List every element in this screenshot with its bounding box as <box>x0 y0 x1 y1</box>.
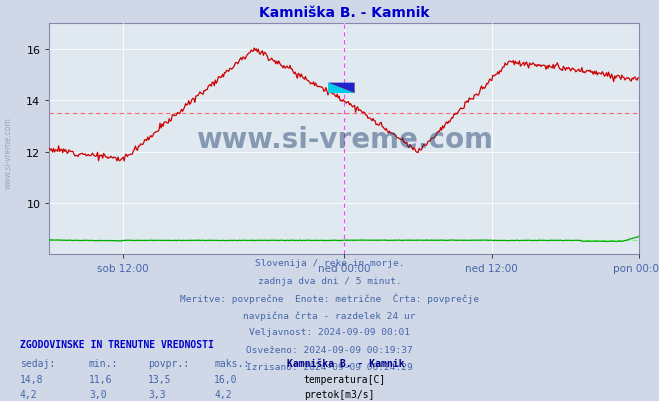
Text: Slovenija / reke in morje.: Slovenija / reke in morje. <box>255 259 404 267</box>
Text: 4,2: 4,2 <box>214 389 232 399</box>
Text: Izrisano: 2024-09-09 00:24:29: Izrisano: 2024-09-09 00:24:29 <box>246 362 413 371</box>
Text: www.si-vreme.com: www.si-vreme.com <box>3 117 13 188</box>
Text: navpična črta - razdelek 24 ur: navpična črta - razdelek 24 ur <box>243 310 416 320</box>
Text: 11,6: 11,6 <box>89 374 113 384</box>
Text: min.:: min.: <box>89 358 119 368</box>
Text: zadnja dva dni / 5 minut.: zadnja dva dni / 5 minut. <box>258 276 401 285</box>
Text: 16,0: 16,0 <box>214 374 238 384</box>
Polygon shape <box>328 83 355 94</box>
Text: maks.:: maks.: <box>214 358 249 368</box>
Text: povpr.:: povpr.: <box>148 358 189 368</box>
Text: 14,8: 14,8 <box>20 374 43 384</box>
Text: Meritve: povprečne  Enote: metrične  Črta: povprečje: Meritve: povprečne Enote: metrične Črta:… <box>180 293 479 304</box>
Text: Kamniška B. - Kamnik: Kamniška B. - Kamnik <box>287 358 404 368</box>
Text: Osveženo: 2024-09-09 00:19:37: Osveženo: 2024-09-09 00:19:37 <box>246 345 413 354</box>
Text: 13,5: 13,5 <box>148 374 172 384</box>
Text: ZGODOVINSKE IN TRENUTNE VREDNOSTI: ZGODOVINSKE IN TRENUTNE VREDNOSTI <box>20 339 214 349</box>
Text: temperatura[C]: temperatura[C] <box>304 374 386 384</box>
Title: Kamniška B. - Kamnik: Kamniška B. - Kamnik <box>259 6 430 20</box>
Bar <box>328 83 355 94</box>
Text: sedaj:: sedaj: <box>20 358 55 368</box>
Text: 3,0: 3,0 <box>89 389 107 399</box>
Polygon shape <box>328 83 355 94</box>
Text: 4,2: 4,2 <box>20 389 38 399</box>
Text: pretok[m3/s]: pretok[m3/s] <box>304 389 374 399</box>
Text: www.si-vreme.com: www.si-vreme.com <box>196 126 493 153</box>
Text: Veljavnost: 2024-09-09 00:01: Veljavnost: 2024-09-09 00:01 <box>249 328 410 336</box>
Text: 3,3: 3,3 <box>148 389 166 399</box>
